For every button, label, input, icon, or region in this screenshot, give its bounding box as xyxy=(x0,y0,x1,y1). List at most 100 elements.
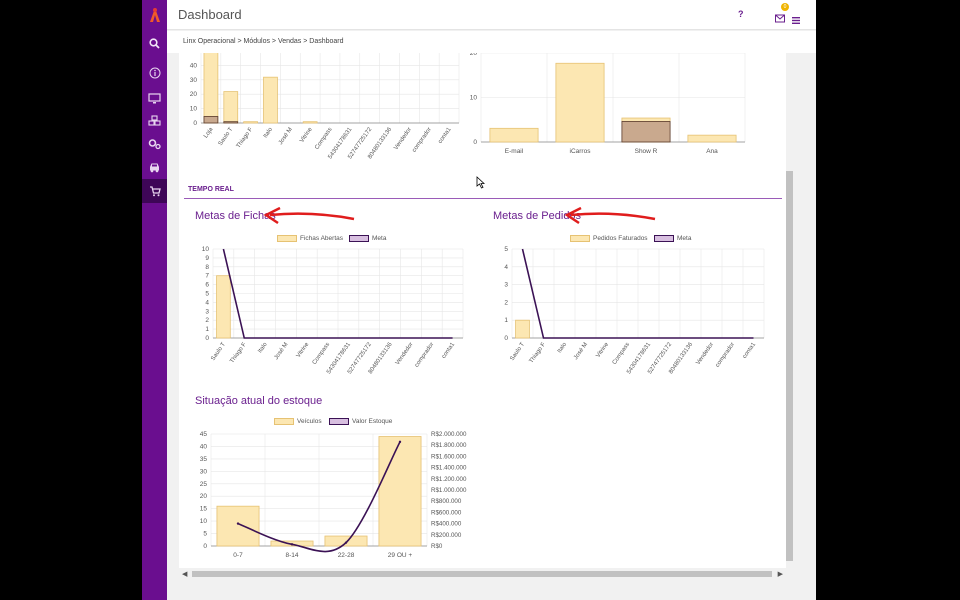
y-tick-label: 0 xyxy=(205,335,209,342)
valor-estoque-point xyxy=(290,543,294,546)
x-tick-label: E-mail xyxy=(505,148,524,155)
y2-tick-label: R$1.000.000 xyxy=(431,487,467,494)
bar xyxy=(203,53,219,124)
app-window: Dashboard ? 0 Linx Operacional > Módulos… xyxy=(142,0,816,600)
section-header: TEMPO REAL xyxy=(184,183,782,199)
scroll-left-icon[interactable]: ◀ xyxy=(182,571,188,578)
y-tick-label: 2 xyxy=(205,317,209,324)
y-tick-label: 5 xyxy=(504,246,508,253)
y-tick-label: 0 xyxy=(504,335,508,342)
bar xyxy=(263,76,278,124)
logo-icon[interactable] xyxy=(142,4,167,26)
horizontal-scroll-thumb[interactable] xyxy=(192,571,772,577)
legend-meta-fichas[interactable]: Meta xyxy=(349,235,386,242)
cart-icon[interactable] xyxy=(142,179,167,203)
vertical-scroll-thumb[interactable] xyxy=(786,171,793,561)
mouse-cursor-icon xyxy=(476,176,485,189)
legend-meta-pedidos[interactable]: Meta xyxy=(654,235,691,242)
x-tick-label: Thiago F xyxy=(229,341,248,364)
x-tick-label: Italo xyxy=(257,341,269,354)
bar xyxy=(223,91,239,124)
search-icon[interactable] xyxy=(142,32,167,54)
monitor-icon[interactable] xyxy=(142,87,167,109)
envelope-icon xyxy=(775,14,785,23)
y2-tick-label: R$800.000 xyxy=(431,498,462,505)
x-tick-label: 22-28 xyxy=(338,552,355,559)
y-tick-label: 5 xyxy=(203,531,207,538)
x-tick-label: Vitrine xyxy=(299,126,314,144)
y2-tick-label: R$2.000.000 xyxy=(431,431,467,438)
bar-overlay xyxy=(223,121,239,124)
x-tick-label: Vendedor xyxy=(695,342,715,366)
bar xyxy=(555,62,605,143)
info-icon[interactable] xyxy=(142,62,167,84)
y-tick-label: 5 xyxy=(205,291,209,298)
y-tick-label: 9 xyxy=(205,255,209,262)
bar xyxy=(489,127,539,143)
bar xyxy=(515,319,530,339)
y-tick-label: 10 xyxy=(190,106,198,113)
scroll-right-icon[interactable]: ▶ xyxy=(777,571,783,578)
x-tick-label: José M xyxy=(278,127,294,146)
bar xyxy=(378,436,422,547)
x-tick-label: conta1 xyxy=(742,341,758,360)
y-tick-label: 7 xyxy=(205,273,209,280)
x-tick-label: Ana xyxy=(706,148,718,155)
mail-button[interactable] xyxy=(775,10,785,28)
y-tick-label: 15 xyxy=(200,506,208,513)
estoque-chart: 45 40 35 30 25 20 15 10 5 0 0-7 8-14 22-28 29 OU + R$2… xyxy=(200,431,467,559)
y-tick-label: 3 xyxy=(205,308,209,315)
cogs-icon[interactable] xyxy=(142,133,167,155)
bar xyxy=(302,121,318,124)
legend-fichas-abertas[interactable]: Fichas Abertas xyxy=(277,235,343,242)
x-tick-label: José M xyxy=(274,342,290,361)
y-tick-label: 0 xyxy=(203,543,207,550)
y-tick-label: 20 xyxy=(470,53,478,57)
x-tick-label: José M xyxy=(573,342,589,361)
bar xyxy=(216,505,260,547)
horizontal-scrollbar[interactable]: ◀ ▶ xyxy=(179,568,786,580)
bar xyxy=(324,535,368,547)
bar xyxy=(243,121,258,124)
y-tick-label: 1 xyxy=(504,317,508,324)
y-tick-label: 20 xyxy=(190,91,198,98)
mail-badge: 0 xyxy=(781,3,789,11)
top-header: Dashboard ? 0 xyxy=(167,0,816,30)
y-tick-label: 0 xyxy=(193,120,197,127)
breadcrumb: Linx Operacional > Módulos > Vendas > Da… xyxy=(167,31,816,53)
legend-valor-estoque[interactable]: Valor Estoque xyxy=(329,418,392,425)
red-arrow-annotation xyxy=(263,207,355,225)
y-tick-label: 8 xyxy=(205,264,209,271)
y2-tick-label: R$1.800.000 xyxy=(431,442,467,449)
x-tick-label: Compass xyxy=(612,342,631,366)
legend-pedidos-faturados[interactable]: Pedidos Faturados xyxy=(570,235,648,242)
bar xyxy=(687,134,737,143)
legend-veiculos[interactable]: Veículos xyxy=(274,418,322,425)
y2-tick-label: R$600.000 xyxy=(431,509,462,516)
x-tick-label: Compass xyxy=(314,127,333,151)
sidebar xyxy=(142,0,167,600)
x-tick-label: comprador xyxy=(715,342,736,369)
bar-overlay xyxy=(621,121,671,143)
y-tick-label: 1 xyxy=(205,326,209,333)
cubes-icon[interactable] xyxy=(142,110,167,132)
x-tick-label: Saulo T xyxy=(210,341,227,362)
x-tick-label: Thiago F xyxy=(236,126,255,149)
vertical-scrollbar[interactable] xyxy=(786,53,816,576)
car-icon[interactable] xyxy=(142,156,167,178)
page-title: Dashboard xyxy=(178,7,242,22)
help-button[interactable]: ? xyxy=(738,9,744,19)
metas-pedidos-title: Metas de Pedidos xyxy=(493,210,582,222)
x-tick-label: 29 OU + xyxy=(388,552,413,559)
valor-estoque-point xyxy=(344,541,348,544)
lead-source-chart: 20 10 0 E-mail iCarros Show R Ana xyxy=(470,53,746,155)
menu-icon[interactable] xyxy=(792,11,800,29)
x-tick-label: conta1 xyxy=(437,126,453,145)
y-tick-label: 2 xyxy=(504,299,508,306)
meta-line xyxy=(521,248,754,339)
y-tick-label: 10 xyxy=(200,518,208,525)
